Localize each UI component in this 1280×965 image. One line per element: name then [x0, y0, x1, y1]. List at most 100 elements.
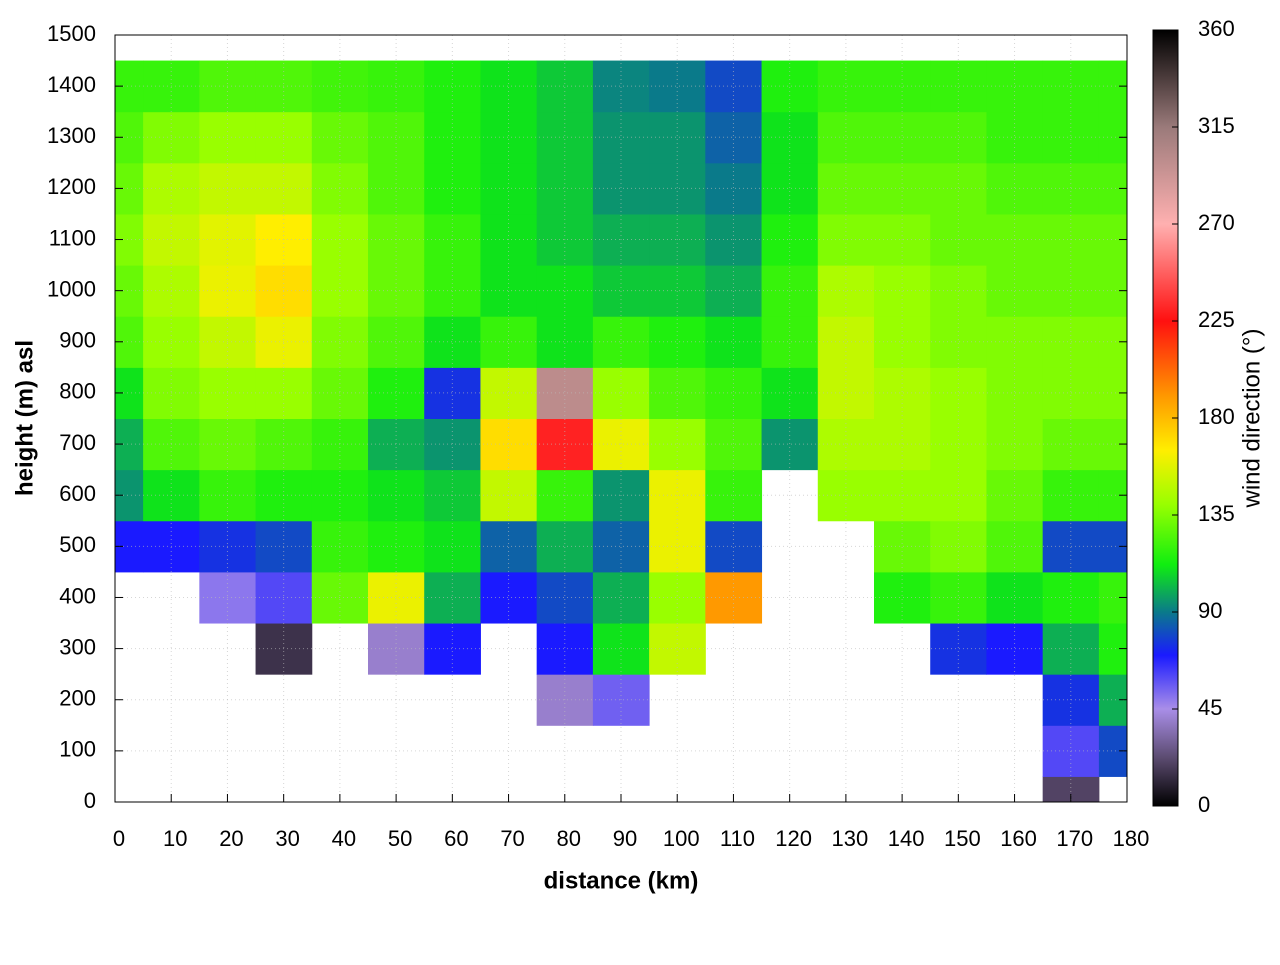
x-tick-label: 30 [275, 826, 299, 851]
heatmap-cell [817, 418, 875, 471]
heatmap-cell [874, 60, 931, 113]
x-tick-label: 40 [332, 826, 356, 851]
y-tick-label: 700 [59, 430, 96, 455]
heatmap [115, 60, 1128, 803]
heatmap-cell [649, 60, 706, 113]
heatmap-cell [592, 60, 650, 113]
heatmap-cell [930, 520, 987, 573]
heatmap-cell [536, 418, 594, 471]
heatmap-cell [930, 60, 987, 113]
plot-frame [114, 34, 1128, 803]
heatmap-cell [536, 60, 594, 113]
heatmap-cell [817, 162, 875, 215]
heatmap-cell [761, 162, 819, 215]
y-tick-label: 1200 [47, 174, 96, 199]
x-tick-label: 180 [1113, 826, 1150, 851]
heatmap-cell [761, 265, 819, 317]
colorbar-tick-label: 180 [1198, 404, 1235, 429]
x-tick-label: 10 [163, 826, 187, 851]
y-tick-label: 0 [84, 788, 96, 813]
heatmap-cell [480, 520, 538, 573]
heatmap-cell [817, 60, 875, 113]
heatmap-cell [424, 265, 481, 317]
heatmap-cell [592, 571, 650, 624]
heatmap-cell [986, 520, 1044, 573]
heatmap-cell [368, 162, 425, 215]
heatmap-cell [424, 520, 481, 573]
heatmap-cell [592, 623, 650, 675]
colorbar-tick-label: 270 [1198, 210, 1235, 235]
x-tick-label: 150 [944, 826, 981, 851]
heatmap-cell [424, 60, 481, 113]
heatmap-cell [368, 60, 425, 113]
heatmap-cell [705, 418, 763, 471]
heatmap-cell [592, 520, 650, 573]
heatmap-cell [480, 60, 538, 113]
heatmap-cell [986, 265, 1044, 317]
heatmap-cell [480, 265, 538, 317]
colorbar-tick-label: 360 [1198, 16, 1235, 41]
heatmap-cell [761, 418, 819, 471]
heatmap-cell [986, 418, 1044, 471]
heatmap-cell [592, 265, 650, 317]
heatmap-cell [536, 623, 594, 675]
colorbar-tick-label: 90 [1198, 598, 1222, 623]
heatmap-cell [874, 265, 931, 317]
x-tick-label: 120 [775, 826, 812, 851]
x-tick-label: 100 [663, 826, 700, 851]
y-tick-label: 1100 [49, 225, 96, 250]
y-tick-label: 1400 [47, 72, 96, 97]
heatmap-cell [986, 60, 1044, 113]
colorbar-tick-label: 45 [1198, 695, 1222, 720]
heatmap-cell [705, 162, 763, 215]
x-tick-label: 50 [388, 826, 412, 851]
heatmap-cell [649, 111, 706, 164]
y-tick-label: 500 [59, 532, 96, 557]
heatmap-cell [930, 623, 987, 675]
heatmap-cell [536, 265, 594, 317]
heatmap-cell [424, 162, 481, 215]
heatmap-cell [424, 418, 481, 471]
heatmap-cell [986, 623, 1044, 675]
heatmap-cell [705, 520, 763, 573]
y-tick-label: 800 [59, 379, 96, 404]
heatmap-cell [817, 265, 875, 317]
x-tick-label: 80 [557, 826, 581, 851]
heatmap-cell [368, 265, 425, 317]
x-tick-label: 60 [444, 826, 468, 851]
heatmap-cell [705, 111, 763, 164]
heatmap-cell [874, 418, 931, 471]
heatmap-cell [592, 162, 650, 215]
x-tick-label: 110 [720, 826, 755, 851]
heatmap-cell [649, 418, 706, 471]
y-tick-label: 900 [59, 328, 96, 353]
y-tick-label: 1500 [47, 21, 96, 46]
colorbar-tick-label: 225 [1198, 307, 1235, 332]
heatmap-cell [930, 265, 987, 317]
colorbar-tick-label: 135 [1198, 501, 1235, 526]
x-tick-label: 90 [613, 826, 637, 851]
x-axis-label: distance (km) [544, 867, 699, 894]
colorbar-tick-label: 0 [1198, 792, 1210, 817]
heatmap-cell [649, 265, 706, 317]
x-tick-label: 160 [1000, 826, 1037, 851]
heatmap-cell [705, 571, 763, 624]
x-tick-label: 0 [113, 826, 125, 851]
y-tick-label: 100 [59, 737, 96, 762]
heatmap-cell [649, 571, 706, 624]
heatmap-cell [649, 162, 706, 215]
y-tick-label: 300 [59, 634, 96, 659]
heatmap-cell [536, 520, 594, 573]
heatmap-cell [592, 418, 650, 471]
heatmap-cell [480, 418, 538, 471]
heatmap-cell [649, 520, 706, 573]
y-tick-label: 600 [59, 481, 96, 506]
x-tick-label: 170 [1056, 826, 1093, 851]
heatmap-cell [592, 111, 650, 164]
heatmap-cell [986, 162, 1044, 215]
heatmap-cell [480, 162, 538, 215]
heatmap-cell [368, 418, 425, 471]
y-tick-label: 1300 [47, 123, 96, 148]
x-tick-label: 70 [500, 826, 524, 851]
